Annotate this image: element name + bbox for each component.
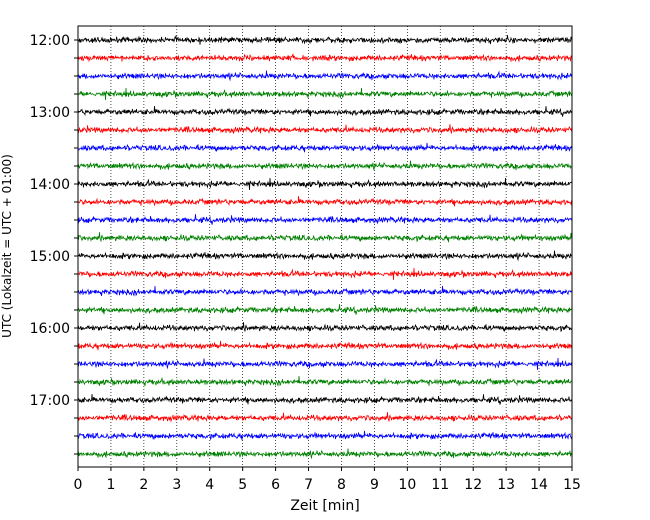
trace-2 <box>77 70 573 82</box>
trace-3 <box>78 87 573 101</box>
trace-20 <box>77 393 573 405</box>
trace-18 <box>77 357 573 371</box>
y-tick-label-3: 15:00 <box>30 249 70 265</box>
x-tick-label-14: 14 <box>530 477 548 493</box>
x-axis-label: Zeit [min] <box>290 498 359 514</box>
x-tick-label-1: 1 <box>106 477 115 493</box>
y-axis-label: UTC (Lokalzeit = UTC + 01:00) <box>0 154 14 338</box>
trace-0 <box>77 35 573 45</box>
plot-frame <box>77 25 573 468</box>
trace-22 <box>77 430 573 441</box>
x-tick-label-10: 10 <box>398 477 416 493</box>
trace-15 <box>77 304 573 315</box>
trace-6 <box>77 142 573 153</box>
trace-10 <box>77 214 573 225</box>
x-tick-label-15: 15 <box>563 477 581 493</box>
x-tick-label-13: 13 <box>497 477 515 493</box>
trace-14 <box>77 285 573 297</box>
trace-12 <box>77 250 573 262</box>
x-tick-label-12: 12 <box>464 477 482 493</box>
trace-5 <box>77 124 573 135</box>
x-tick-label-7: 7 <box>304 477 313 493</box>
y-tick-label-4: 16:00 <box>30 321 70 337</box>
y-tick-label-5: 17:00 <box>30 393 70 409</box>
seismic-traces <box>77 35 573 460</box>
trace-16 <box>77 322 573 333</box>
x-tick-label-4: 4 <box>205 477 214 493</box>
trace-8 <box>77 177 573 191</box>
plot-background <box>78 26 572 467</box>
y-tick-label-2: 14:00 <box>30 177 70 193</box>
x-tick-label-6: 6 <box>271 477 280 493</box>
x-tick-label-11: 11 <box>431 477 449 493</box>
x-tick-label-9: 9 <box>370 477 379 493</box>
x-tick-label-0: 0 <box>74 477 83 493</box>
trace-19 <box>77 375 573 387</box>
y-tick-label-0: 12:00 <box>30 33 70 49</box>
trace-17 <box>77 340 573 351</box>
x-axis-ticks: 0 1 2 3 4 5 6 7 8 9 10 11 12 13 14 15 <box>74 467 581 493</box>
trace-21 <box>77 412 573 423</box>
x-tick-label-5: 5 <box>238 477 247 493</box>
y-axis-ticks: 12:00 13:00 14:00 15:00 16:00 17:00 <box>30 33 78 455</box>
trace-1 <box>77 53 573 63</box>
y-tick-label-1: 13:00 <box>30 105 70 121</box>
x-tick-label-3: 3 <box>172 477 181 493</box>
trace-11 <box>77 232 573 243</box>
trace-23 <box>77 448 573 460</box>
x-tick-label-8: 8 <box>337 477 346 493</box>
trace-4 <box>77 105 573 117</box>
trace-9 <box>77 195 573 207</box>
trace-7 <box>77 160 573 172</box>
x-tick-label-2: 2 <box>139 477 148 493</box>
trace-13 <box>77 267 573 281</box>
